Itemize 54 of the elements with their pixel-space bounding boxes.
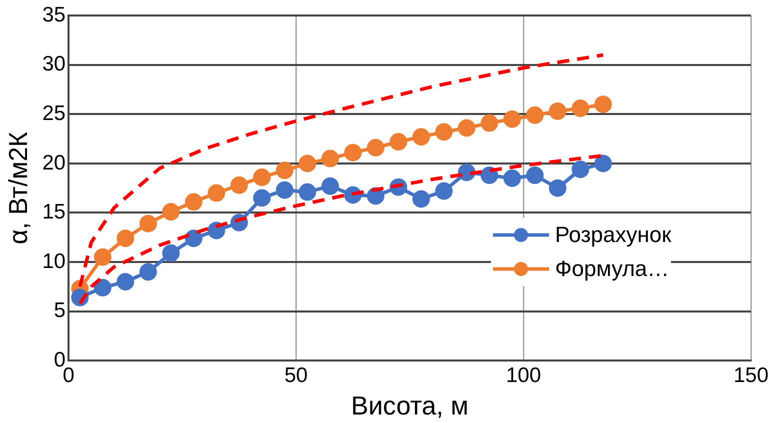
y-tick-label: 35 bbox=[42, 3, 66, 26]
y-tick-label: 5 bbox=[54, 299, 66, 322]
point bbox=[321, 150, 339, 168]
y-tick-label: 25 bbox=[42, 102, 66, 125]
point bbox=[139, 263, 157, 281]
y-tick-label: 20 bbox=[42, 151, 66, 174]
y-tick-label: 10 bbox=[42, 250, 66, 273]
point bbox=[162, 244, 180, 262]
point bbox=[435, 123, 453, 141]
x-tick-label: 100 bbox=[506, 364, 542, 387]
point bbox=[298, 154, 316, 172]
point bbox=[572, 100, 590, 118]
x-tick-label: 50 bbox=[284, 364, 308, 387]
x-axis-title: Висота, м bbox=[351, 390, 469, 421]
point bbox=[184, 230, 202, 248]
point bbox=[526, 106, 544, 124]
point bbox=[572, 160, 590, 178]
point bbox=[390, 133, 408, 151]
point bbox=[116, 230, 134, 248]
point bbox=[503, 169, 521, 187]
y-tick-label: 15 bbox=[42, 200, 66, 224]
point bbox=[366, 138, 384, 156]
point bbox=[480, 166, 498, 184]
point bbox=[344, 144, 362, 162]
point bbox=[594, 96, 612, 114]
point bbox=[548, 179, 566, 197]
point bbox=[412, 190, 430, 208]
point bbox=[116, 272, 134, 290]
y-tick-label: 30 bbox=[42, 52, 66, 76]
legend-label: Формула… bbox=[555, 256, 670, 282]
point bbox=[458, 119, 476, 137]
point bbox=[298, 183, 316, 201]
point bbox=[276, 162, 294, 180]
point bbox=[94, 278, 112, 296]
x-tick-label: 150 bbox=[733, 364, 769, 387]
point bbox=[548, 102, 566, 120]
point bbox=[253, 168, 271, 186]
point bbox=[139, 214, 157, 232]
point bbox=[594, 154, 612, 172]
point bbox=[435, 182, 453, 200]
point bbox=[526, 166, 544, 184]
legend-label: Розрахунок bbox=[555, 222, 672, 248]
point bbox=[503, 110, 521, 128]
point bbox=[208, 184, 226, 202]
point bbox=[184, 193, 202, 211]
point bbox=[230, 176, 248, 194]
point bbox=[480, 114, 498, 132]
point bbox=[94, 248, 112, 266]
point bbox=[162, 203, 180, 221]
point bbox=[276, 181, 294, 199]
point bbox=[412, 128, 430, 146]
y-axis-title: α, Вт/м2К bbox=[2, 132, 33, 244]
point bbox=[253, 189, 271, 207]
point bbox=[321, 177, 339, 195]
